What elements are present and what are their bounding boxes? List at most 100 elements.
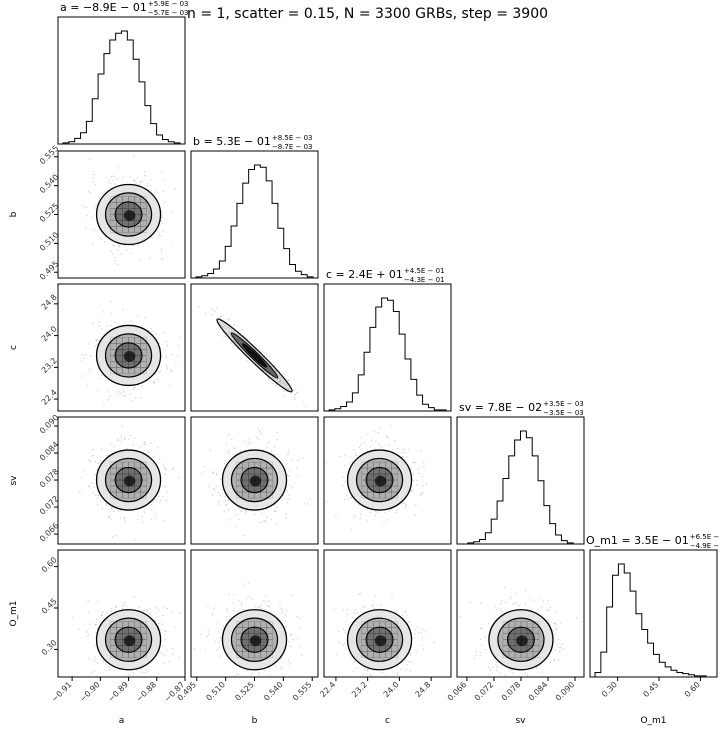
sample-point xyxy=(164,473,166,476)
sample-point xyxy=(271,382,274,385)
sample-point xyxy=(97,390,99,392)
sample-point xyxy=(211,494,214,497)
sample-point xyxy=(367,433,369,435)
sample-point xyxy=(229,615,231,618)
stat-minus: −3.5E − 03 xyxy=(543,409,584,417)
sample-point xyxy=(90,672,93,674)
sample-point xyxy=(410,467,412,469)
sample-point xyxy=(125,604,127,607)
sample-point xyxy=(115,534,118,537)
density-cell xyxy=(367,491,374,499)
sample-point xyxy=(170,211,173,214)
sample-point xyxy=(166,491,169,493)
sample-point xyxy=(226,451,228,453)
x-tick-label: 0.30 xyxy=(600,680,619,699)
density-cell xyxy=(134,220,141,227)
sample-point xyxy=(479,627,482,630)
sample-point xyxy=(117,249,119,251)
sample-point xyxy=(362,673,365,676)
sample-point xyxy=(287,452,289,454)
sample-point xyxy=(273,364,276,367)
density-cell xyxy=(122,208,129,215)
y-tick-label: 0.60 xyxy=(40,555,59,574)
sample-point xyxy=(299,646,302,648)
sample-point xyxy=(402,662,404,664)
density-cell xyxy=(391,485,398,493)
hist-step xyxy=(328,297,447,411)
sample-point xyxy=(116,263,119,266)
sample-point xyxy=(165,340,168,343)
sample-point xyxy=(225,504,228,506)
density-cell xyxy=(134,479,141,487)
density-cell xyxy=(140,633,147,640)
sample-point xyxy=(105,504,108,506)
stat-title-b: b = 5.3E − 01 xyxy=(193,135,271,148)
x-tick-label: 22.4 xyxy=(318,680,337,699)
sample-point xyxy=(100,236,102,239)
sample-point xyxy=(377,431,380,434)
density-cell xyxy=(373,479,380,487)
sample-point xyxy=(420,450,422,452)
sample-point xyxy=(109,395,111,397)
sample-point xyxy=(166,607,168,610)
density-cell xyxy=(128,639,135,646)
sample-point xyxy=(495,670,498,672)
density-cell xyxy=(526,633,534,640)
sample-point xyxy=(270,518,273,521)
sample-point xyxy=(139,446,141,448)
sample-point xyxy=(170,369,172,371)
density-cell xyxy=(266,621,273,628)
x-tick-label: 0.540 xyxy=(262,680,285,703)
contour-core xyxy=(123,475,136,487)
sample-point xyxy=(532,599,535,601)
sample-point xyxy=(141,521,144,523)
density-cell xyxy=(134,627,141,634)
density-cell xyxy=(140,645,147,652)
sample-point xyxy=(512,672,514,674)
sample-point xyxy=(546,619,549,621)
sample-point xyxy=(254,514,256,516)
y-tick-label: 0.555 xyxy=(38,144,61,167)
sample-point xyxy=(118,245,120,247)
density-cell xyxy=(254,461,261,469)
sample-point xyxy=(353,516,356,518)
density-cell xyxy=(520,645,528,652)
density-cell xyxy=(236,491,243,499)
sample-point xyxy=(241,328,243,331)
sample-point xyxy=(295,392,298,394)
density-cell xyxy=(385,473,392,481)
sample-point xyxy=(172,653,174,655)
density-cell xyxy=(116,214,123,221)
sample-point xyxy=(219,495,222,497)
sample-point xyxy=(412,461,414,463)
sample-point xyxy=(363,668,366,670)
density-cell xyxy=(116,633,123,640)
sample-point xyxy=(481,627,483,630)
sample-point xyxy=(225,499,227,502)
density-cell xyxy=(367,621,374,628)
density-cell xyxy=(391,467,398,475)
sample-point xyxy=(179,336,181,338)
sample-point xyxy=(388,444,390,446)
density-cell xyxy=(116,473,123,481)
x-axis-label-a: a xyxy=(119,716,125,726)
sample-point xyxy=(353,661,356,663)
sample-point xyxy=(150,504,153,506)
sample-point xyxy=(139,397,142,399)
sample-point xyxy=(376,511,379,513)
density-cell xyxy=(248,627,255,634)
density-cell xyxy=(373,491,380,499)
sample-point xyxy=(165,468,167,471)
sample-point xyxy=(286,490,289,492)
sample-point xyxy=(166,649,168,652)
density-cell xyxy=(140,355,147,362)
sample-point xyxy=(273,453,276,456)
sample-point xyxy=(109,668,111,671)
sample-point xyxy=(96,497,99,499)
sample-point xyxy=(344,642,346,644)
sample-point xyxy=(95,631,97,633)
sample-point xyxy=(236,347,238,350)
sample-point xyxy=(96,343,98,346)
sample-point xyxy=(279,604,281,606)
sample-point xyxy=(356,612,359,614)
